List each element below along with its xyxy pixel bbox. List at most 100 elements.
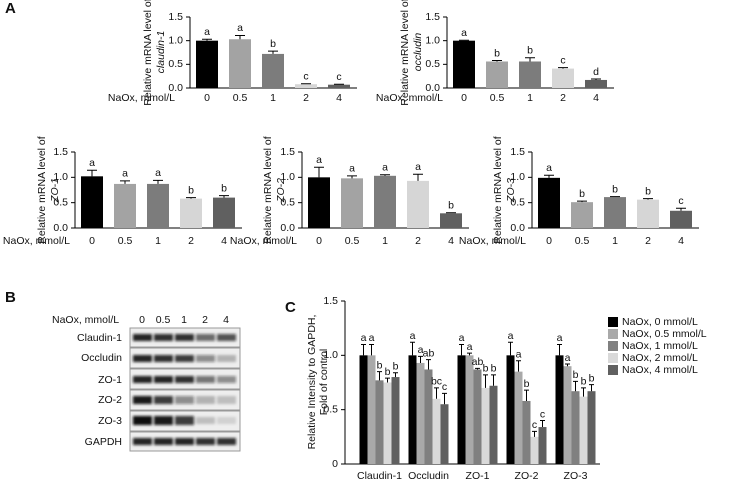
bar <box>453 40 475 88</box>
x-tick-label: 0.5 <box>490 92 505 104</box>
y-tick-label: 1.5 <box>510 146 525 158</box>
y-tick-label: 0.5 <box>53 196 68 208</box>
bar <box>375 380 384 464</box>
x-tick-label: 2 <box>303 92 309 104</box>
error-bar <box>475 367 480 370</box>
y-axis-label: ZO-1 <box>49 178 61 203</box>
bar <box>530 436 539 464</box>
blot-row-label: GAPDH <box>85 436 122 448</box>
y-axis-label: Fold of control <box>318 349 330 416</box>
panel-label: A <box>5 0 16 17</box>
significance-letter: d <box>593 66 599 78</box>
x-axis-label: NaOx, mmol/L <box>459 235 526 247</box>
error-bar <box>235 34 245 40</box>
y-tick-label: 0.0 <box>280 222 295 234</box>
bar <box>374 175 396 228</box>
blot-row-label: Occludin <box>81 352 122 364</box>
bar <box>114 183 136 228</box>
y-axis-label: Relative mRNA level of <box>399 0 411 106</box>
error-bar <box>426 359 431 370</box>
y-tick-label: 0.0 <box>425 82 440 94</box>
significance-letter: a <box>349 163 355 175</box>
x-tick-label: 1 <box>270 92 276 104</box>
x-tick-label: 0.5 <box>233 92 248 104</box>
error-bar <box>153 179 163 184</box>
bar <box>416 362 425 464</box>
significance-letter: c <box>336 71 341 83</box>
error-bar <box>385 377 390 383</box>
significance-letter: a <box>418 344 424 356</box>
y-axis-label: Relative Intensity to GAPDH, <box>306 315 318 450</box>
y-tick-label: 0.5 <box>510 196 525 208</box>
bar <box>308 177 330 228</box>
lane-label: 4 <box>223 314 229 326</box>
error-bar <box>442 392 447 405</box>
error-bar <box>120 180 130 184</box>
error-bar <box>676 207 686 211</box>
y-tick-label: 0.0 <box>510 222 525 234</box>
bar <box>391 377 400 464</box>
error-bar <box>87 169 97 177</box>
significance-letter: a <box>546 162 552 174</box>
legend-label: NaOx, 0.5 mmol/L <box>622 328 707 340</box>
x-axis-label: NaOx, mmol/L <box>108 92 175 104</box>
significance-letter: c <box>532 419 537 431</box>
significance-letter: a <box>557 332 563 344</box>
bar <box>465 355 474 464</box>
bar <box>522 400 531 464</box>
bar <box>637 199 659 228</box>
x-tick-label: 0.5 <box>345 235 360 247</box>
error-bar <box>558 67 568 69</box>
significance-letter: b <box>573 369 579 381</box>
bar <box>457 355 466 464</box>
bar <box>440 213 462 228</box>
y-tick-label: 1.5 <box>280 146 295 158</box>
error-bar <box>369 343 374 356</box>
y-axis-label: claudin-1 <box>155 31 167 74</box>
significance-letter: a <box>89 157 95 169</box>
bar <box>506 355 515 464</box>
bar <box>670 210 692 228</box>
significance-letter: a <box>316 154 322 166</box>
bar <box>514 371 523 464</box>
error-bar <box>491 374 496 386</box>
error-bar <box>532 430 537 437</box>
error-bar <box>202 38 212 41</box>
error-bar <box>643 198 653 200</box>
y-tick-label: 0.5 <box>280 196 295 208</box>
y-axis-label: Relative mRNA level of <box>262 136 274 243</box>
error-bar <box>418 355 423 363</box>
significance-letter: a <box>516 349 522 361</box>
significance-letter: b <box>188 184 194 196</box>
blot-row-label: ZO-1 <box>98 374 122 386</box>
bar <box>538 427 547 464</box>
error-bar <box>591 78 601 80</box>
y-tick-label: 1.0 <box>323 349 338 361</box>
legend-label: NaOx, 0 mmol/L <box>622 316 698 328</box>
legend-label: NaOx, 4 mmol/L <box>622 364 698 376</box>
bar <box>81 176 103 228</box>
significance-letter: a <box>204 26 210 38</box>
bar <box>552 68 574 88</box>
bar <box>587 391 596 464</box>
significance-letter: b <box>491 363 497 375</box>
significance-letter: c <box>540 408 545 420</box>
significance-letter: c <box>560 54 565 66</box>
bar <box>180 198 202 228</box>
significance-letter: b <box>270 38 276 50</box>
error-bar <box>446 212 456 214</box>
bar <box>147 183 169 228</box>
x-tick-label: 1 <box>612 235 618 247</box>
significance-letter: c <box>678 195 683 207</box>
x-axis-label: NaOx, mmol/L <box>230 235 297 247</box>
bar <box>585 79 607 88</box>
significance-letter: b <box>581 376 587 388</box>
x-tick-label: ZO-1 <box>466 470 490 482</box>
y-tick-label: 1.5 <box>425 11 440 23</box>
error-bar <box>219 195 229 198</box>
error-bar <box>565 363 570 367</box>
y-tick-label: 0.5 <box>168 58 183 70</box>
bar <box>408 355 417 464</box>
significance-letter: b <box>385 366 391 378</box>
